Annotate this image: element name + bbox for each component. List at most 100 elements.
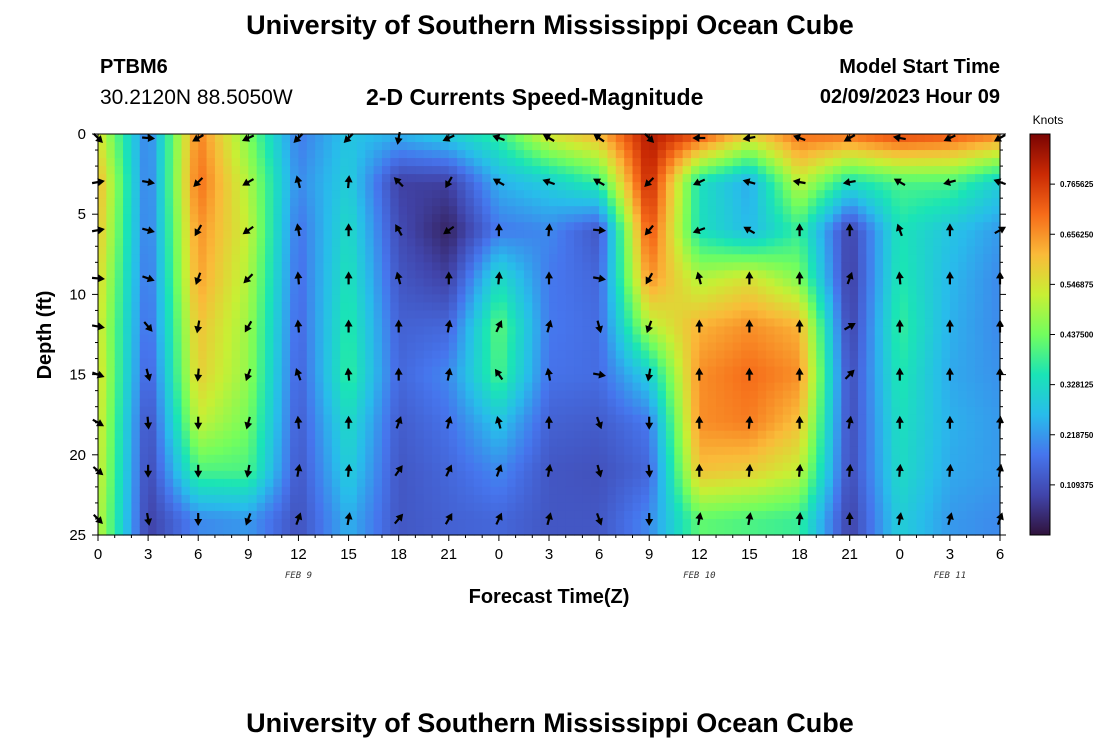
heatmap-cell — [866, 526, 876, 536]
heatmap-cell — [114, 206, 124, 215]
heatmap-cell — [832, 294, 842, 304]
heatmap-cell — [407, 502, 416, 512]
heatmap-cell — [549, 270, 558, 279]
heatmap-cell — [791, 254, 801, 263]
heatmap-cell — [290, 214, 300, 223]
heatmap-cell — [549, 406, 558, 416]
heatmap-cell — [148, 294, 158, 304]
heatmap-cell — [807, 366, 817, 376]
heatmap-cell — [532, 198, 542, 207]
heatmap-cell — [782, 398, 792, 408]
heatmap-cell — [164, 238, 174, 247]
heatmap-cell — [924, 246, 934, 255]
heatmap-cell — [624, 382, 634, 392]
heatmap-cell — [540, 350, 550, 360]
heatmap-cell — [148, 526, 158, 536]
heatmap-cell — [874, 350, 884, 360]
heatmap-cell — [716, 446, 725, 456]
heatmap-cell — [741, 278, 751, 287]
heatmap-cell — [615, 302, 625, 312]
heatmap-cell — [231, 414, 241, 424]
heatmap-cell — [615, 222, 625, 231]
heatmap-cell — [549, 318, 558, 328]
heatmap-cell — [766, 246, 776, 255]
heatmap-cell — [916, 158, 926, 167]
heatmap-cell — [657, 166, 667, 175]
heatmap-cell — [757, 390, 767, 400]
heatmap-cell — [908, 214, 918, 223]
heatmap-cell — [858, 150, 867, 159]
heatmap-cell — [139, 174, 149, 183]
heatmap-cell — [515, 486, 525, 496]
heatmap-cell — [782, 190, 792, 199]
heatmap-cell — [448, 318, 458, 328]
heatmap-cell — [223, 134, 233, 143]
heatmap-cell — [457, 278, 467, 287]
heatmap-cell — [390, 198, 400, 207]
heatmap-cell — [306, 230, 316, 239]
heatmap-cell — [674, 382, 684, 392]
heatmap-cell — [348, 310, 358, 320]
heatmap-cell — [248, 486, 258, 496]
heatmap-cell — [265, 438, 274, 448]
heatmap-cell — [891, 430, 901, 440]
heatmap-cell — [874, 462, 884, 472]
heatmap-cell — [423, 510, 433, 520]
heatmap-cell — [849, 414, 859, 424]
heatmap-cell — [774, 390, 784, 400]
heatmap-cell — [306, 318, 316, 328]
heatmap-cell — [649, 286, 659, 295]
heatmap-cell — [716, 398, 725, 408]
heatmap-cell — [816, 302, 826, 312]
heatmap-cell — [156, 374, 166, 384]
heatmap-cell — [816, 454, 826, 464]
heatmap-cell — [156, 366, 166, 376]
heatmap-cell — [741, 230, 751, 239]
heatmap-cell — [114, 318, 124, 328]
heatmap-cell — [139, 182, 149, 191]
heatmap-cell — [206, 374, 216, 384]
heatmap-cell — [874, 478, 884, 488]
heatmap-cell — [590, 230, 600, 239]
heatmap-cell — [131, 238, 141, 247]
heatmap-cell — [206, 438, 216, 448]
heatmap-cell — [265, 214, 274, 223]
heatmap-cell — [256, 302, 266, 312]
heatmap-cell — [615, 310, 625, 320]
heatmap-cell — [599, 238, 609, 247]
heatmap-cell — [891, 390, 901, 400]
heatmap-cell — [782, 342, 792, 352]
heatmap-cell — [690, 238, 700, 247]
heatmap-cell — [173, 510, 183, 520]
heatmap-cell — [281, 326, 291, 336]
heatmap-cell — [891, 230, 901, 239]
heatmap-cell — [557, 142, 567, 151]
heatmap-cell — [473, 446, 483, 456]
heatmap-cell — [390, 230, 400, 239]
heatmap-cell — [540, 406, 550, 416]
heatmap-cell — [690, 406, 700, 416]
heatmap-cell — [624, 366, 634, 376]
heatmap-cell — [824, 254, 834, 263]
heatmap-cell — [657, 198, 667, 207]
heatmap-cell — [164, 510, 174, 520]
heatmap-cell — [774, 470, 784, 480]
heatmap-cell — [624, 502, 634, 512]
heatmap-cell — [156, 430, 166, 440]
heatmap-cell — [523, 262, 533, 271]
heatmap-cell — [732, 286, 742, 295]
heatmap-cell — [381, 422, 391, 432]
heatmap-cell — [832, 150, 842, 159]
heatmap-cell — [724, 526, 734, 536]
heatmap-cell — [206, 198, 216, 207]
heatmap-cell — [123, 318, 133, 328]
heatmap-cell — [148, 342, 158, 352]
heatmap-cell — [298, 214, 308, 223]
heatmap-cell — [290, 462, 300, 472]
heatmap-cell — [674, 414, 684, 424]
heatmap-cell — [181, 270, 191, 279]
heatmap-cell — [239, 510, 249, 520]
heatmap-cell — [273, 214, 283, 223]
heatmap-cell — [590, 422, 600, 432]
heatmap-cell — [807, 478, 817, 488]
